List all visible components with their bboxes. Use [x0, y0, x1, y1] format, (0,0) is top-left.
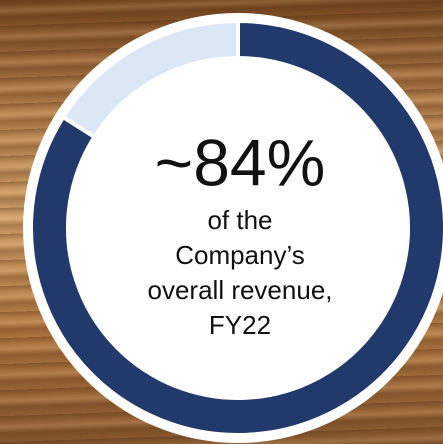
annotation-line: FY22	[209, 310, 271, 340]
donut-segment	[29, 18, 443, 437]
annotation-line: Company’s	[175, 240, 305, 270]
annotation-line: of the	[207, 205, 272, 235]
value-label: ~84%	[155, 125, 326, 199]
inner-disk	[70, 60, 406, 396]
donut-segment	[60, 18, 240, 140]
annotation-line: overall revenue,	[148, 275, 333, 305]
